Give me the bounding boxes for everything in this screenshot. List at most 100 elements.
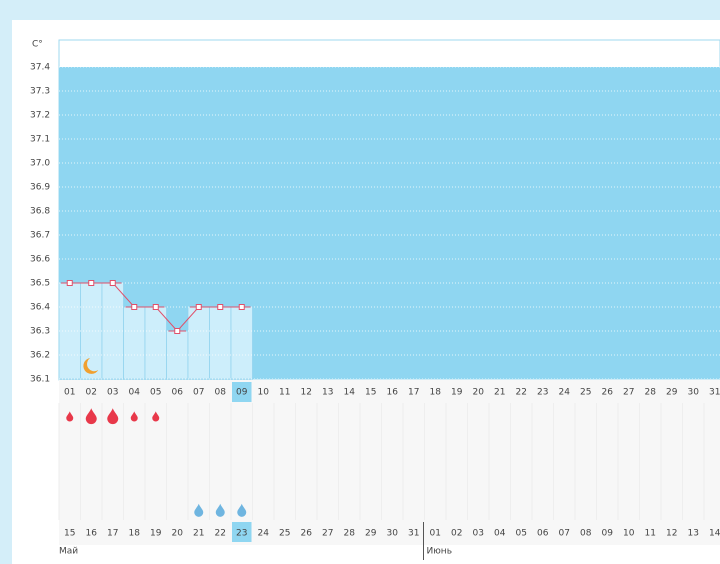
x-tick-label: 08 — [215, 388, 227, 398]
date-label: 24 — [258, 529, 270, 539]
x-tick-label: 31 — [709, 388, 720, 398]
x-tick-label: 09 — [236, 388, 248, 398]
x-tick-label: 20 — [473, 388, 485, 398]
y-tick-label: 36.6 — [30, 255, 50, 265]
x-tick-label: 17 — [408, 388, 419, 398]
date-label: 03 — [473, 529, 484, 539]
y-tick-label: 36.9 — [30, 183, 50, 193]
x-tick-label: 27 — [623, 388, 634, 398]
x-tick-label: 19 — [451, 388, 463, 398]
x-tick-label: 06 — [172, 388, 184, 398]
date-label: 30 — [387, 529, 399, 539]
y-tick-label: 37.4 — [30, 63, 50, 73]
date-label: 22 — [215, 529, 226, 539]
y-tick-label: 36.7 — [30, 231, 50, 241]
date-label: 08 — [580, 529, 592, 539]
y-tick-label: 36.8 — [30, 207, 50, 217]
x-tick-label: 15 — [365, 388, 376, 398]
x-tick-label: 01 — [64, 388, 75, 398]
temperature-bar — [101, 282, 124, 380]
date-label: 29 — [365, 529, 377, 539]
calendar-area — [59, 380, 720, 545]
x-tick-label: 29 — [666, 388, 678, 398]
temperature-bar — [230, 306, 253, 380]
bleeding-drop — [130, 411, 138, 422]
x-tick-label: 11 — [279, 388, 290, 398]
date-label: 28 — [344, 529, 356, 539]
x-tick-label: 18 — [430, 388, 442, 398]
point — [217, 304, 224, 310]
date-label: 07 — [559, 529, 570, 539]
date-label: 05 — [516, 529, 527, 539]
y-tick-label: 36.5 — [30, 279, 50, 289]
temperature-bar — [209, 306, 232, 380]
x-tick-label: 24 — [559, 388, 571, 398]
point — [131, 304, 138, 310]
x-tick-label: 07 — [193, 388, 204, 398]
point — [238, 304, 245, 310]
date-label: 17 — [107, 529, 118, 539]
temperature-bar — [144, 306, 167, 380]
date-label: 02 — [451, 529, 462, 539]
bleeding-drop — [85, 408, 97, 425]
x-tick-label: 22 — [516, 388, 527, 398]
point — [152, 304, 159, 310]
date-label: 01 — [430, 529, 441, 539]
date-label: 10 — [623, 529, 635, 539]
date-label: 14 — [709, 529, 720, 539]
x-tick-label: 12 — [301, 388, 312, 398]
selected-date — [232, 522, 252, 542]
month-label: Май — [59, 547, 78, 557]
y-tick-label: 36.3 — [30, 327, 50, 337]
x-tick-label: 02 — [86, 388, 97, 398]
date-label: 23 — [236, 529, 247, 539]
selected-day — [232, 382, 252, 402]
date-label: 20 — [172, 529, 184, 539]
x-tick-label: 13 — [322, 388, 333, 398]
x-tick-label: 25 — [580, 388, 591, 398]
x-tick-label: 03 — [107, 388, 118, 398]
point — [195, 304, 202, 310]
temperature-bar — [123, 306, 146, 380]
y-tick-label: 37.0 — [30, 159, 50, 169]
date-label: 04 — [494, 529, 506, 539]
x-tick-label: 26 — [602, 388, 614, 398]
bleeding-drop — [107, 408, 119, 425]
y-tick-label: 37.3 — [30, 87, 50, 97]
y-tick-label: 36.1 — [30, 375, 50, 385]
date-label: 25 — [279, 529, 290, 539]
y-tick-label: 37.1 — [30, 135, 50, 145]
x-tick-label: 16 — [387, 388, 399, 398]
discharge-drop — [237, 503, 247, 517]
point — [88, 280, 95, 286]
date-label: 15 — [64, 529, 75, 539]
discharge-drop — [215, 503, 225, 517]
point — [174, 328, 181, 334]
bleeding-drop — [152, 411, 160, 422]
point — [66, 280, 73, 286]
x-tick-label: 28 — [645, 388, 657, 398]
date-label: 09 — [602, 529, 614, 539]
date-label: 12 — [666, 529, 677, 539]
y-tick-label: 37.2 — [30, 111, 50, 121]
discharge-drop — [194, 503, 204, 517]
x-tick-label: 14 — [344, 388, 356, 398]
date-label: 31 — [408, 529, 419, 539]
y-tick-label: 36.2 — [30, 351, 50, 361]
x-tick-label: 30 — [688, 388, 700, 398]
date-label: 11 — [645, 529, 656, 539]
point — [109, 280, 116, 286]
x-tick-label: 04 — [129, 388, 141, 398]
y-axis-label: C° — [32, 40, 43, 50]
temperature-bar — [187, 306, 210, 380]
date-label: 19 — [150, 529, 162, 539]
y-tick-label: 36.4 — [30, 303, 50, 313]
month-label: Июнь — [427, 547, 453, 557]
date-label: 26 — [301, 529, 313, 539]
date-label: 18 — [129, 529, 141, 539]
x-tick-label: 05 — [150, 388, 161, 398]
x-tick-label: 23 — [537, 388, 548, 398]
plot-area — [59, 67, 720, 379]
